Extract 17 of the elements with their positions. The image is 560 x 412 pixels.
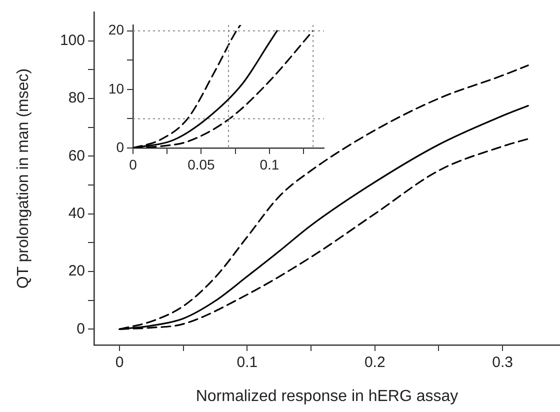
x-tick-label: 0.1	[260, 156, 280, 172]
x-tick-label: 0.1	[236, 354, 258, 372]
y-tick-label: 100	[60, 32, 85, 49]
y-tick-label: 10	[108, 80, 124, 96]
x-tick-label: 0.2	[364, 354, 386, 372]
y-tick-label: 40	[68, 204, 85, 222]
x-tick-label: 0	[129, 156, 138, 172]
y-tick-label: 60	[68, 147, 85, 164]
y-tick-label: 20	[68, 262, 85, 280]
x-axis-title: Normalized response in hERG assay	[196, 388, 458, 405]
y-axis-title: QT prolongation in man (msec)	[15, 68, 32, 289]
x-tick-label: 0.05	[188, 156, 216, 172]
y-tick-label: 20	[108, 22, 124, 38]
y-tick-label: 0	[76, 320, 85, 338]
y-tick-label: 80	[68, 90, 85, 107]
y-tick-label: 0	[116, 138, 124, 155]
x-tick-label: 0.3	[492, 354, 513, 372]
